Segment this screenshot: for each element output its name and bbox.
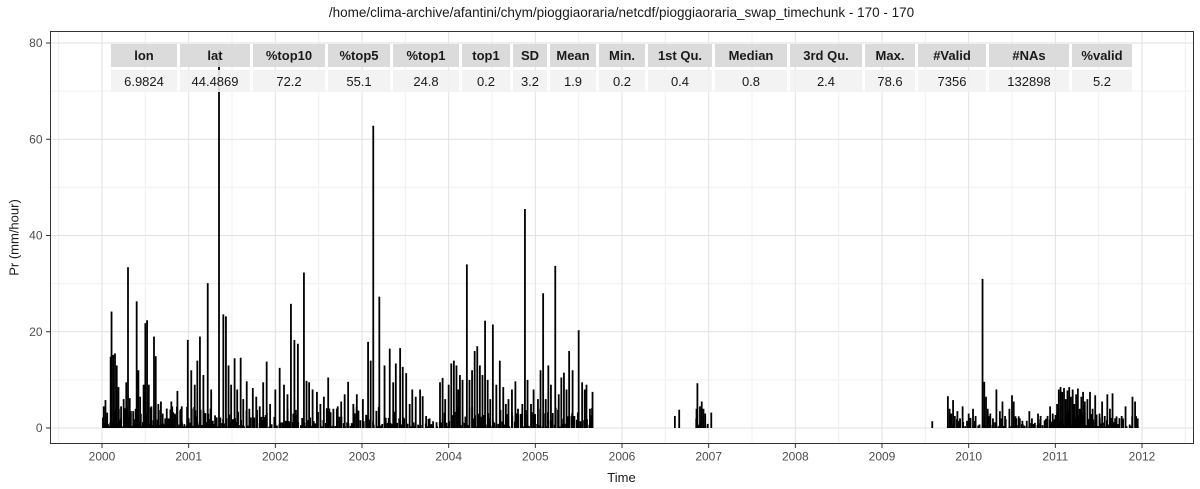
stats-value-cell: 2.4 <box>790 70 862 92</box>
x-tick-label: 2009 <box>869 450 896 464</box>
x-tick-label: 2003 <box>349 450 376 464</box>
y-tick-label: 80 <box>29 36 43 50</box>
stats-header-cell: Median <box>715 44 787 67</box>
stats-header-cell: %top1 <box>393 44 459 67</box>
x-tick-label: 2011 <box>1042 450 1068 464</box>
x-tick-label: 2002 <box>262 450 289 464</box>
stats-header-cell: 3rd Qu. <box>790 44 862 67</box>
chart-title: /home/clima-archive/afantini/chym/pioggi… <box>328 5 915 20</box>
x-axis-title: Time <box>607 470 636 485</box>
stats-header-cell: Max. <box>865 44 915 67</box>
stats-table: lon lat %top10 %top5 %top1 top1 SD Mean Min. 1st … <box>108 41 1135 95</box>
x-tick-label: 2000 <box>89 450 116 464</box>
stats-header-cell: top1 <box>462 44 510 67</box>
stats-header-cell: #NAs <box>989 44 1069 67</box>
y-axis-title: Pr (mm/hour) <box>6 199 22 276</box>
y-tick-label: 0 <box>36 421 43 435</box>
stats-value-cell: 1.9 <box>550 70 596 92</box>
stats-header-cell: SD <box>513 44 547 67</box>
x-tick-label: 2006 <box>609 450 636 464</box>
stats-value-cell: 0.2 <box>599 70 645 92</box>
precipitation-spikes <box>102 49 1139 428</box>
stats-value-cell: 72.2 <box>253 70 325 92</box>
stats-header-cell: lon <box>111 44 177 67</box>
stats-value-cell: 0.4 <box>648 70 712 92</box>
stats-value-cell: 6.9824 <box>111 70 177 92</box>
x-tick-label: 2008 <box>782 450 809 464</box>
stats-value-cell: 0.8 <box>715 70 787 92</box>
stats-value-cell: 3.2 <box>513 70 547 92</box>
stats-header-cell: %top10 <box>253 44 325 67</box>
x-tick-label: 2005 <box>522 450 549 464</box>
y-tick-label: 40 <box>29 229 43 243</box>
stats-value-cell: 132898 <box>989 70 1069 92</box>
x-tick-label: 2012 <box>1129 450 1156 464</box>
stats-value-cell: 5.2 <box>1072 70 1132 92</box>
stats-header-cell: lat <box>180 44 250 67</box>
stats-header-cell: %valid <box>1072 44 1132 67</box>
stats-value-cell: 55.1 <box>328 70 390 92</box>
stats-header-cell: #Valid <box>918 44 986 67</box>
stats-header-row: lon lat %top10 %top5 %top1 top1 SD Mean Min. 1st … <box>111 44 1132 67</box>
stats-value-cell: 7356 <box>918 70 986 92</box>
stats-value-row: 6.9824 44.4869 72.2 55.1 24.8 0.2 3.2 1.9 0.2 0.4… <box>111 70 1132 92</box>
y-tick-label: 20 <box>29 325 43 339</box>
x-tick-label: 2007 <box>695 450 722 464</box>
axis-ticks <box>46 42 1143 448</box>
stats-value-cell: 78.6 <box>865 70 915 92</box>
y-tick-label: 60 <box>29 132 43 146</box>
stats-value-cell: 24.8 <box>393 70 459 92</box>
stats-header-cell: 1st Qu. <box>648 44 712 67</box>
stats-header-cell: %top5 <box>328 44 390 67</box>
x-tick-label: 2010 <box>955 450 982 464</box>
axis-tick-labels: 2000 2001 2002 2003 2004 2005 2006 2007 2008 2009… <box>29 36 1156 464</box>
x-tick-label: 2001 <box>175 450 202 464</box>
stats-header-cell: Min. <box>599 44 645 67</box>
stats-value-cell: 44.4869 <box>180 70 250 92</box>
stats-header-cell: Mean <box>550 44 596 67</box>
x-tick-label: 2004 <box>435 450 462 464</box>
stats-value-cell: 0.2 <box>462 70 510 92</box>
